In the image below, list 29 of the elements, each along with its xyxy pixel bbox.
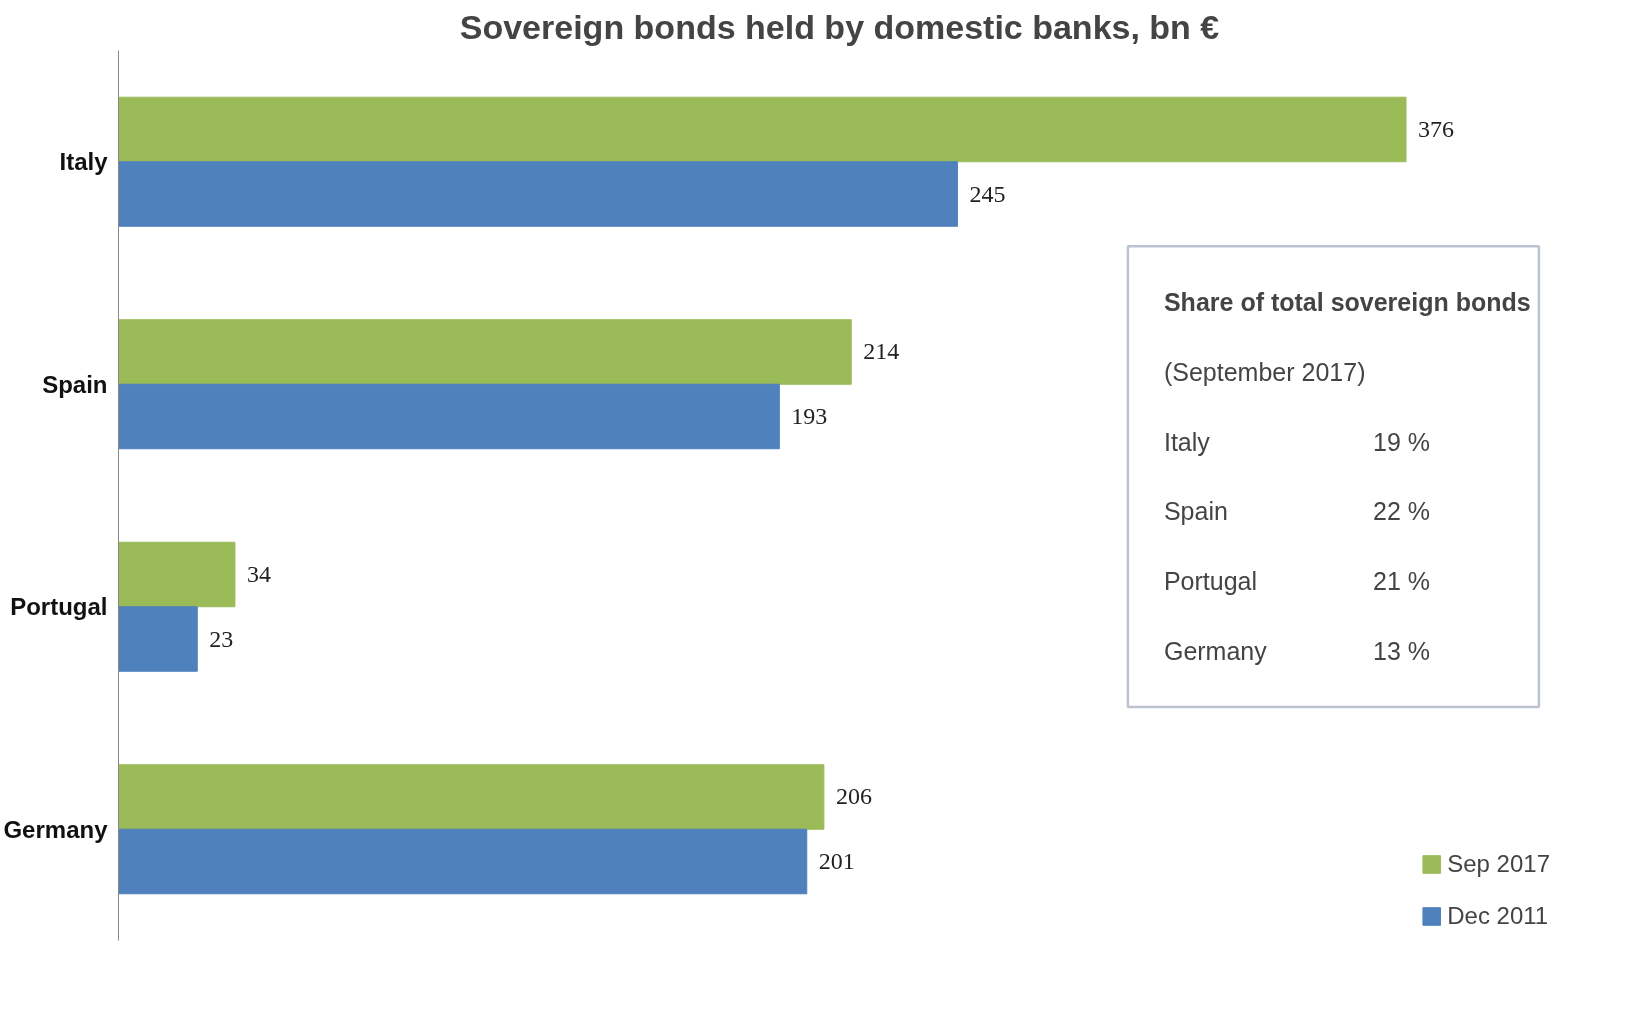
bar bbox=[118, 161, 958, 227]
chart-title: Sovereign bonds held by domestic banks, bn € bbox=[459, 7, 1220, 46]
bar bbox=[118, 96, 1407, 163]
bar bbox=[118, 319, 852, 385]
data-label: 206 bbox=[835, 783, 872, 810]
text: Spain 22 % bbox=[1163, 497, 1431, 526]
data-label: 376 bbox=[1418, 115, 1454, 142]
bar bbox=[118, 606, 198, 672]
y-tick-label: Germany bbox=[3, 815, 109, 843]
legend-label: Sep 2017 bbox=[1447, 850, 1550, 878]
annotation: (September 2017) bbox=[1163, 357, 1366, 386]
annotation: Share of total sovereign bonds bbox=[1163, 288, 1531, 317]
legend-label: Dec 2011 bbox=[1447, 902, 1549, 930]
data-label: 193 bbox=[791, 403, 828, 430]
y-tick-label: Italy bbox=[59, 148, 109, 176]
data-label: 23 bbox=[209, 625, 234, 652]
bar bbox=[118, 764, 825, 830]
bar bbox=[118, 828, 808, 895]
data-label: 201 bbox=[818, 848, 855, 875]
bar bbox=[118, 383, 780, 450]
text: Germany 13 % bbox=[1163, 637, 1431, 666]
bar bbox=[118, 541, 236, 608]
data-label: 245 bbox=[969, 180, 1006, 207]
text: Portugal 21 % bbox=[1163, 567, 1431, 596]
y-tick-label: Spain bbox=[42, 370, 108, 398]
y-tick-label: Portugal bbox=[10, 593, 108, 621]
text: Italy 19 % bbox=[1163, 427, 1431, 456]
data-label: 34 bbox=[246, 560, 271, 587]
data-label: 214 bbox=[863, 338, 900, 365]
